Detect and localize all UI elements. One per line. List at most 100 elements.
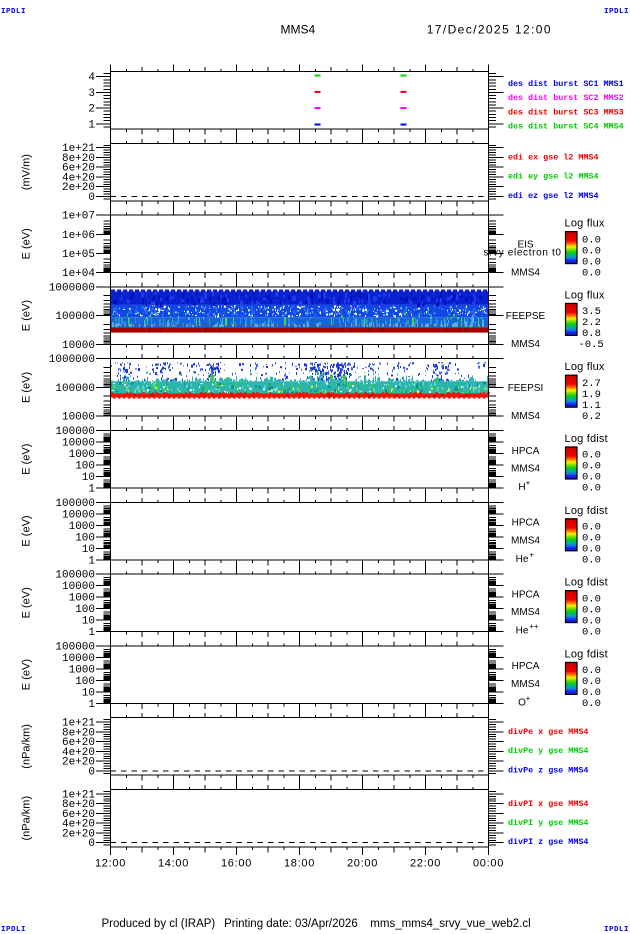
svg-text:100000: 100000: [55, 426, 95, 438]
svg-text:1000: 1000: [69, 521, 95, 533]
svg-text:-0.5: -0.5: [579, 339, 604, 351]
svg-text:mms_mms4_srvy_vue_web2.cl: mms_mms4_srvy_vue_web2.cl: [370, 918, 530, 930]
svg-text:0.0: 0.0: [582, 234, 601, 246]
svg-text:0.0: 0.0: [582, 533, 601, 545]
svg-text:edi ex gse l2 MMS4: edi ex gse l2 MMS4: [508, 153, 598, 163]
svg-text:divPI x gse MMS4: divPI x gse MMS4: [508, 799, 588, 809]
svg-text:00:00: 00:00: [473, 858, 504, 870]
svg-text:1: 1: [88, 119, 95, 131]
svg-text:4e+20: 4e+20: [62, 172, 95, 184]
svg-text:0.0: 0.0: [582, 676, 601, 688]
svg-text:1: 1: [88, 699, 95, 711]
svg-text:MMS4: MMS4: [511, 535, 540, 546]
svg-text:MMS4: MMS4: [511, 464, 540, 475]
svg-text:10000: 10000: [62, 412, 95, 424]
svg-text:10: 10: [82, 616, 95, 628]
svg-text:1e+21: 1e+21: [62, 718, 95, 730]
svg-text:H: H: [518, 482, 525, 493]
svg-text:HPCA: HPCA: [512, 589, 540, 600]
svg-text:100000: 100000: [55, 570, 95, 582]
svg-text:He: He: [516, 554, 529, 565]
svg-text:Log fdist: Log fdist: [565, 648, 608, 660]
svg-text:2.7: 2.7: [582, 378, 601, 390]
svg-text:+: +: [529, 550, 534, 559]
svg-text:0.2: 0.2: [582, 411, 601, 423]
svg-text:divPe y gse MMS4: divPe y gse MMS4: [508, 746, 588, 756]
svg-text:0.0: 0.0: [582, 483, 601, 495]
svg-text:1000000: 1000000: [49, 282, 95, 294]
svg-text:100000: 100000: [55, 641, 95, 653]
svg-text:E (eV): E (eV): [21, 659, 33, 690]
svg-text:2e+20: 2e+20: [62, 182, 95, 194]
svg-text:100: 100: [75, 532, 95, 544]
svg-text:10: 10: [82, 544, 95, 556]
svg-text:0.0: 0.0: [582, 256, 601, 268]
svg-text:MMS4: MMS4: [511, 267, 540, 278]
svg-text:divPe x gse MMS4: divPe x gse MMS4: [508, 727, 588, 737]
svg-text:IPDLI: IPDLI: [604, 8, 629, 16]
svg-text:1000: 1000: [69, 593, 95, 605]
svg-text:0: 0: [88, 838, 95, 850]
svg-text:E (eV): E (eV): [21, 515, 33, 546]
svg-text:16:00: 16:00: [221, 858, 252, 870]
svg-text:8e+20: 8e+20: [62, 799, 95, 811]
svg-text:0.0: 0.0: [582, 615, 601, 627]
svg-text:Log fdist: Log fdist: [565, 577, 608, 589]
svg-text:(nPa/km): (nPa/km): [21, 724, 33, 769]
svg-text:E (eV): E (eV): [21, 587, 33, 618]
svg-text:4e+20: 4e+20: [62, 747, 95, 759]
svg-text:1000: 1000: [69, 664, 95, 676]
svg-text:edi ez gse l2 MMS4: edi ez gse l2 MMS4: [508, 191, 598, 201]
svg-text:0.0: 0.0: [582, 593, 601, 605]
svg-text:2.2: 2.2: [582, 317, 601, 329]
svg-text:17/Dec/2025 12:00: 17/Dec/2025 12:00: [427, 23, 552, 37]
svg-text:des dist burst SC1 MMS1: des dist burst SC1 MMS1: [508, 79, 624, 89]
svg-text:6e+20: 6e+20: [62, 163, 95, 175]
svg-text:1e+21: 1e+21: [62, 789, 95, 801]
svg-text:Log flux: Log flux: [565, 289, 605, 301]
svg-text:0.0: 0.0: [582, 698, 601, 710]
svg-text:Log fdist: Log fdist: [565, 433, 608, 445]
svg-text:He: He: [516, 626, 529, 637]
svg-text:MMS4: MMS4: [281, 23, 316, 37]
svg-text:100000: 100000: [55, 311, 95, 323]
svg-text:6e+20: 6e+20: [62, 737, 95, 749]
svg-text:IPDLI: IPDLI: [1, 8, 26, 16]
svg-text:0: 0: [88, 766, 95, 778]
svg-text:10000: 10000: [62, 653, 95, 665]
svg-text:1e+06: 1e+06: [62, 230, 95, 242]
svg-text:0.0: 0.0: [582, 604, 601, 616]
svg-text:20:00: 20:00: [347, 858, 378, 870]
svg-text:100: 100: [75, 461, 95, 473]
svg-text:+: +: [526, 694, 531, 703]
svg-text:0.0: 0.0: [582, 687, 601, 699]
svg-text:3.5: 3.5: [582, 306, 601, 318]
svg-text:HPCA: HPCA: [512, 661, 540, 672]
svg-text:8e+20: 8e+20: [62, 727, 95, 739]
svg-text:100: 100: [75, 676, 95, 688]
svg-text:1e+05: 1e+05: [62, 249, 95, 261]
svg-text:18:00: 18:00: [284, 858, 315, 870]
svg-text:E (eV): E (eV): [21, 300, 33, 331]
svg-text:1000000: 1000000: [49, 354, 95, 366]
svg-text:divPI y gse MMS4: divPI y gse MMS4: [508, 818, 588, 828]
svg-text:22:00: 22:00: [410, 858, 441, 870]
svg-text:3: 3: [88, 88, 95, 100]
svg-text:des dist burst SC2 MMS2: des dist burst SC2 MMS2: [508, 93, 624, 103]
svg-text:100: 100: [75, 604, 95, 616]
svg-text:0.0: 0.0: [582, 245, 601, 257]
svg-text:Produced by cl (IRAP): Produced by cl (IRAP): [102, 918, 216, 930]
svg-text:0.0: 0.0: [582, 626, 601, 638]
svg-text:++: ++: [529, 622, 539, 631]
svg-text:10000: 10000: [62, 581, 95, 593]
svg-text:4e+20: 4e+20: [62, 819, 95, 831]
svg-text:1e+07: 1e+07: [62, 211, 95, 223]
svg-text:srvy electron t0: srvy electron t0: [483, 247, 561, 258]
svg-text:0.0: 0.0: [582, 472, 601, 484]
svg-text:HPCA: HPCA: [512, 518, 540, 529]
svg-text:2: 2: [88, 104, 95, 116]
svg-text:edi ey gse l2 MMS4: edi ey gse l2 MMS4: [508, 172, 598, 182]
svg-text:4: 4: [88, 72, 95, 84]
svg-text:IPDLI: IPDLI: [1, 926, 26, 934]
svg-text:0.0: 0.0: [582, 267, 601, 279]
